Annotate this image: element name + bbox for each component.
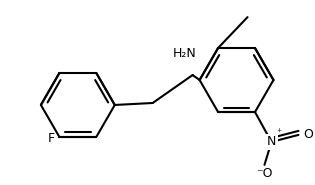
Text: F: F [47, 132, 54, 145]
Text: H₂N: H₂N [173, 47, 197, 60]
Text: ⁺: ⁺ [277, 128, 282, 138]
Text: O: O [303, 128, 313, 141]
Text: ⁻O: ⁻O [256, 167, 273, 180]
Text: N: N [267, 135, 276, 148]
